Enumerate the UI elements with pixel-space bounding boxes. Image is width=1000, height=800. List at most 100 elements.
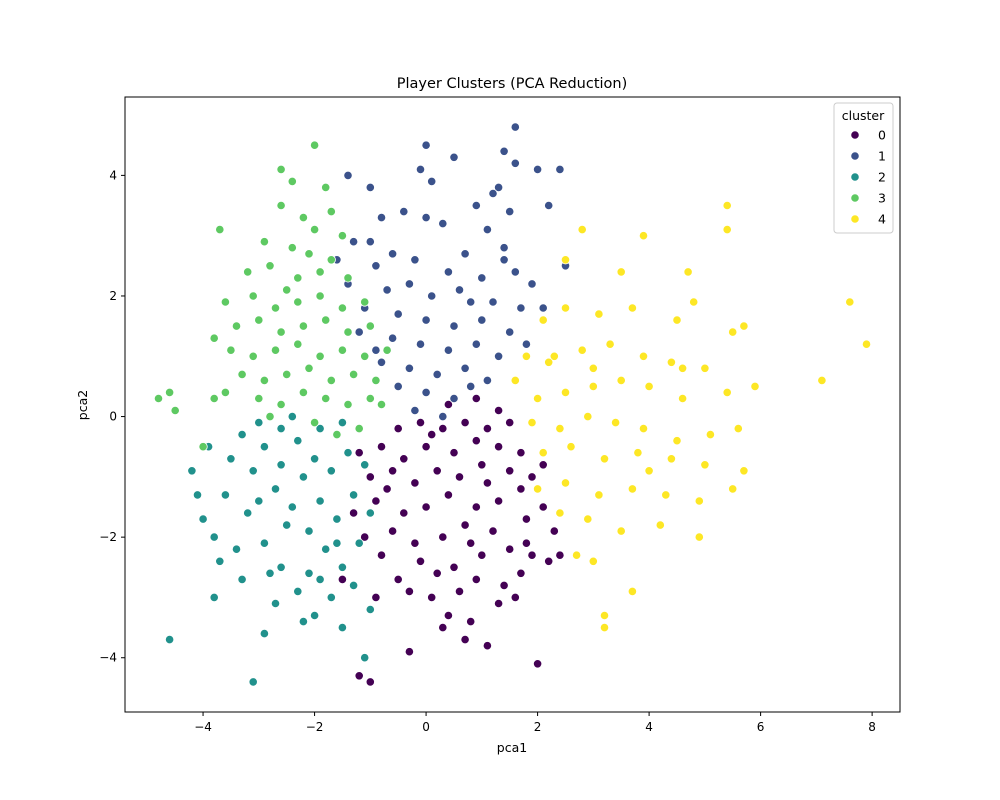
scatter-point-cluster-0 xyxy=(488,526,498,536)
scatter-point-cluster-2 xyxy=(337,622,347,633)
scatter-point-cluster-4 xyxy=(661,490,671,500)
scatter-point-cluster-1 xyxy=(505,207,515,217)
scatter-point-cluster-2 xyxy=(243,508,253,518)
plot-frame xyxy=(124,96,901,713)
scatter-point-cluster-3 xyxy=(343,399,353,410)
scatter-point-cluster-1 xyxy=(555,164,565,174)
scatter-point-cluster-4 xyxy=(677,363,688,373)
legend-label-cluster-3: 3 xyxy=(878,191,886,206)
scatter-point-cluster-3 xyxy=(282,285,292,295)
scatter-point-cluster-4 xyxy=(672,436,682,446)
scatter-point-cluster-0 xyxy=(399,454,409,464)
legend: cluster 0 1 2 3 4 xyxy=(833,102,894,234)
scatter-point-cluster-0 xyxy=(527,550,537,560)
scatter-point-cluster-4 xyxy=(705,429,716,440)
x-axis-label: pca1 xyxy=(497,740,527,755)
scatter-point-cluster-0 xyxy=(460,634,470,645)
scatter-point-cluster-4 xyxy=(739,321,749,331)
scatter-point-cluster-3 xyxy=(270,345,281,355)
scatter-point-cluster-1 xyxy=(505,327,515,337)
scatter-point-cluster-0 xyxy=(376,442,387,452)
x-tick-label: 8 xyxy=(868,720,876,734)
scatter-point-cluster-0 xyxy=(443,610,453,621)
scatter-point-cluster-0 xyxy=(427,592,437,603)
scatter-point-cluster-0 xyxy=(466,538,476,548)
scatter-point-cluster-1 xyxy=(510,158,520,168)
scatter-point-cluster-0 xyxy=(477,550,487,560)
scatter-point-cluster-3 xyxy=(371,375,381,385)
scatter-point-cluster-2 xyxy=(365,508,375,518)
scatter-point-cluster-1 xyxy=(544,200,554,211)
scatter-point-cluster-3 xyxy=(220,297,230,307)
scatter-point-cluster-3 xyxy=(259,375,269,385)
scatter-point-cluster-0 xyxy=(365,472,375,482)
scatter-point-cluster-1 xyxy=(421,213,431,223)
scatter-point-cluster-4 xyxy=(677,393,688,404)
legend-box xyxy=(833,102,894,234)
scatter-point-cluster-0 xyxy=(337,574,347,585)
scatter-point-cluster-0 xyxy=(477,460,487,470)
scatter-point-cluster-2 xyxy=(332,514,342,524)
scatter-point-cluster-2 xyxy=(293,436,303,446)
scatter-point-cluster-2 xyxy=(360,460,370,470)
scatter-point-cluster-3 xyxy=(321,182,331,192)
scatter-point-cluster-1 xyxy=(343,170,353,180)
scatter-point-cluster-3 xyxy=(304,363,314,373)
scatter-point-cluster-1 xyxy=(477,273,487,283)
scatter-point-cluster-2 xyxy=(270,484,281,494)
scatter-point-cluster-4 xyxy=(532,393,543,404)
scatter-point-cluster-1 xyxy=(427,291,437,301)
scatter-point-cluster-3 xyxy=(337,231,347,241)
scatter-point-cluster-4 xyxy=(538,315,548,325)
x-tick-label: 0 xyxy=(422,720,430,734)
legend-marker-cluster-1 xyxy=(850,151,860,161)
scatter-point-cluster-1 xyxy=(449,152,459,162)
scatter-point-cluster-0 xyxy=(371,592,381,603)
scatter-point-cluster-1 xyxy=(488,188,498,199)
scatter-point-cluster-0 xyxy=(393,574,403,585)
scatter-point-cluster-0 xyxy=(538,460,548,470)
scatter-point-cluster-1 xyxy=(471,200,481,211)
scatter-point-cluster-4 xyxy=(638,423,649,434)
scatter-point-cluster-3 xyxy=(259,237,269,247)
scatter-point-cluster-2 xyxy=(332,538,342,548)
scatter-point-cluster-1 xyxy=(466,381,476,391)
scatter-point-cluster-1 xyxy=(443,267,453,277)
scatter-point-cluster-1 xyxy=(387,333,398,343)
scatter-point-cluster-2 xyxy=(298,472,308,482)
scatter-point-cluster-2 xyxy=(220,490,230,500)
scatter-point-cluster-3 xyxy=(215,225,225,235)
y-tick-label: 0 xyxy=(109,410,117,424)
x-axis: −4 −2 0 2 4 6 8 xyxy=(194,712,876,734)
scatter-point-cluster-3 xyxy=(254,315,264,325)
scatter-point-cluster-2 xyxy=(326,592,336,603)
scatter-point-cluster-2 xyxy=(265,568,275,578)
scatter-point-cluster-1 xyxy=(421,140,431,150)
scatter-point-cluster-4 xyxy=(549,351,559,361)
x-tick-label: −4 xyxy=(194,720,212,734)
legend-marker-cluster-4 xyxy=(850,214,860,224)
scatter-point-cluster-2 xyxy=(209,532,219,542)
scatter-point-cluster-0 xyxy=(493,405,504,416)
scatter-point-cluster-0 xyxy=(399,508,409,518)
legend-marker-cluster-3 xyxy=(850,193,860,203)
scatter-point-cluster-1 xyxy=(499,255,509,265)
scatter-point-cluster-3 xyxy=(298,387,308,397)
scatter-point-cluster-4 xyxy=(566,442,576,452)
scatter-point-cluster-0 xyxy=(482,641,492,651)
scatter-point-cluster-3 xyxy=(220,387,230,397)
scatter-point-cluster-0 xyxy=(544,556,554,566)
scatter-point-cluster-4 xyxy=(555,508,565,518)
scatter-point-cluster-0 xyxy=(532,659,543,669)
scatter-point-cluster-4 xyxy=(638,231,649,241)
scatter-point-cluster-0 xyxy=(382,484,392,494)
scatter-point-cluster-3 xyxy=(254,393,264,404)
scatter-point-cluster-4 xyxy=(560,387,571,397)
scatter-point-cluster-3 xyxy=(326,375,336,385)
scatter-point-cluster-4 xyxy=(817,375,827,385)
scatter-point-cluster-1 xyxy=(482,225,492,235)
scatter-point-cluster-4 xyxy=(638,351,649,361)
scatter-point-cluster-3 xyxy=(326,207,336,217)
y-axis: −4 −2 0 2 4 xyxy=(99,168,125,665)
